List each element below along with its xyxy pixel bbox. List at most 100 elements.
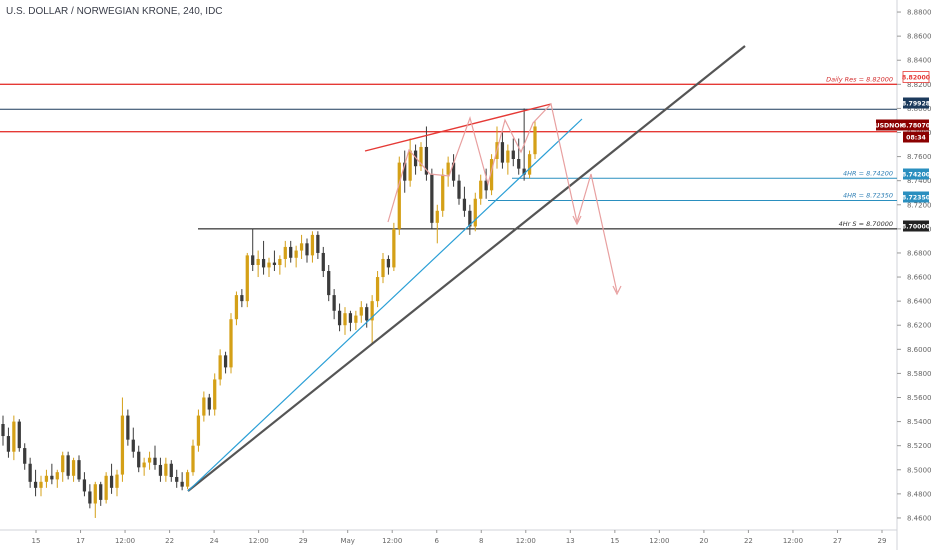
price-label-text: 8.82000	[902, 75, 931, 82]
candle-body	[131, 439, 135, 452]
candle-body	[310, 234, 315, 256]
candle-body	[430, 174, 434, 223]
candle-body	[446, 162, 450, 175]
candle-body	[115, 474, 119, 488]
projection-path	[387, 102, 618, 293]
price-label-text: 8.78070	[902, 123, 931, 130]
candle-body	[479, 180, 483, 199]
candle-body	[93, 484, 97, 504]
candle-body	[147, 457, 152, 463]
candle-body	[327, 271, 331, 296]
candle-body	[435, 210, 439, 223]
price-label-text: 8.72350	[902, 195, 931, 202]
x-tick-label: 22	[165, 537, 174, 545]
candle-body	[321, 252, 325, 272]
candle-body	[202, 397, 206, 416]
candle-body	[462, 198, 467, 211]
y-tick-label: 8.64000	[907, 298, 932, 306]
candle-body	[207, 397, 211, 410]
candle-body	[17, 421, 21, 449]
x-tick-label: 8	[479, 537, 483, 545]
candle-body	[109, 475, 114, 488]
candle-body	[142, 462, 146, 468]
price-label-badge	[903, 191, 929, 203]
candle-body	[348, 313, 353, 323]
candle-body	[256, 258, 260, 265]
candle-body	[283, 246, 287, 259]
candle-body	[359, 307, 363, 316]
candle-body	[457, 180, 461, 199]
candle-body	[88, 491, 92, 504]
candle-body	[299, 243, 304, 251]
candle-body	[332, 295, 336, 311]
candle-body	[294, 250, 298, 258]
y-tick-label: 8.54000	[907, 418, 932, 426]
y-tick-label: 8.86000	[907, 33, 932, 41]
candle-body	[234, 295, 239, 320]
price-label-text: USDNOK	[875, 123, 905, 130]
symbol-title: U.S. DOLLAR / NORWEGIAN KRONE, 240, IDC	[6, 6, 223, 17]
price-label-badge	[903, 131, 929, 143]
x-tick-label: 17	[76, 537, 85, 545]
candle-body	[126, 415, 130, 440]
candle-body	[240, 295, 244, 302]
candle-body	[441, 174, 445, 211]
candle-body	[305, 243, 309, 256]
candle-body	[381, 258, 385, 278]
x-tick-label: 6	[435, 537, 440, 545]
candle-body	[33, 481, 38, 488]
candle-body	[164, 463, 168, 476]
x-tick-label: 27	[833, 537, 842, 545]
projection-arrowhead	[612, 285, 622, 296]
candle-body	[223, 355, 228, 368]
rising-resistance-line	[364, 103, 552, 152]
x-tick-label: 13	[566, 537, 575, 545]
candle-body	[522, 168, 526, 175]
y-tick-label: 8.52000	[907, 442, 932, 450]
candle-body	[527, 154, 532, 175]
candle-body	[44, 475, 49, 482]
candle-body	[370, 301, 374, 321]
level-label: 4Hr S = 8.70000	[839, 220, 893, 228]
candle-body	[289, 246, 293, 258]
x-tick-label: May	[340, 537, 354, 545]
candle-body	[375, 277, 380, 302]
candle-body	[82, 479, 87, 492]
candle-body	[185, 472, 190, 487]
x-tick-label: 24	[210, 537, 219, 545]
price-label-badge	[903, 119, 929, 131]
candle-body	[191, 445, 195, 473]
y-tick-label: 8.50000	[907, 466, 932, 474]
x-tick-label: 12:00	[382, 537, 402, 545]
y-tick-label: 8.68000	[907, 249, 932, 257]
candle-body	[365, 307, 369, 321]
trendline-channel	[187, 118, 583, 492]
candle-body	[403, 162, 407, 181]
candle-body	[55, 472, 59, 480]
candle-body	[218, 355, 222, 380]
candle-body	[196, 415, 201, 446]
candle-body	[316, 234, 320, 253]
y-tick-label: 8.74000	[907, 177, 932, 185]
candle-body	[392, 228, 396, 268]
y-tick-label: 8.88000	[907, 9, 932, 17]
candle-body	[12, 421, 16, 452]
candle-body	[500, 142, 505, 163]
price-label-text: 08:34	[906, 135, 926, 142]
candle-body	[506, 150, 510, 163]
x-tick-label: 12:00	[783, 537, 803, 545]
x-tick-label: 12:00	[115, 537, 135, 545]
y-tick-label: 8.56000	[907, 394, 932, 402]
price-label-badge	[903, 220, 929, 232]
price-label-badge	[902, 71, 930, 83]
y-tick-label: 8.72000	[907, 201, 932, 209]
candle-body	[484, 180, 488, 191]
y-tick-label: 8.48000	[907, 490, 932, 498]
candle-body	[386, 258, 391, 268]
candle-body	[511, 150, 515, 159]
candle-body	[1, 424, 5, 437]
level-label: 4HR = 8.72350	[843, 192, 893, 200]
price-label-text: 8.70000	[902, 224, 931, 231]
